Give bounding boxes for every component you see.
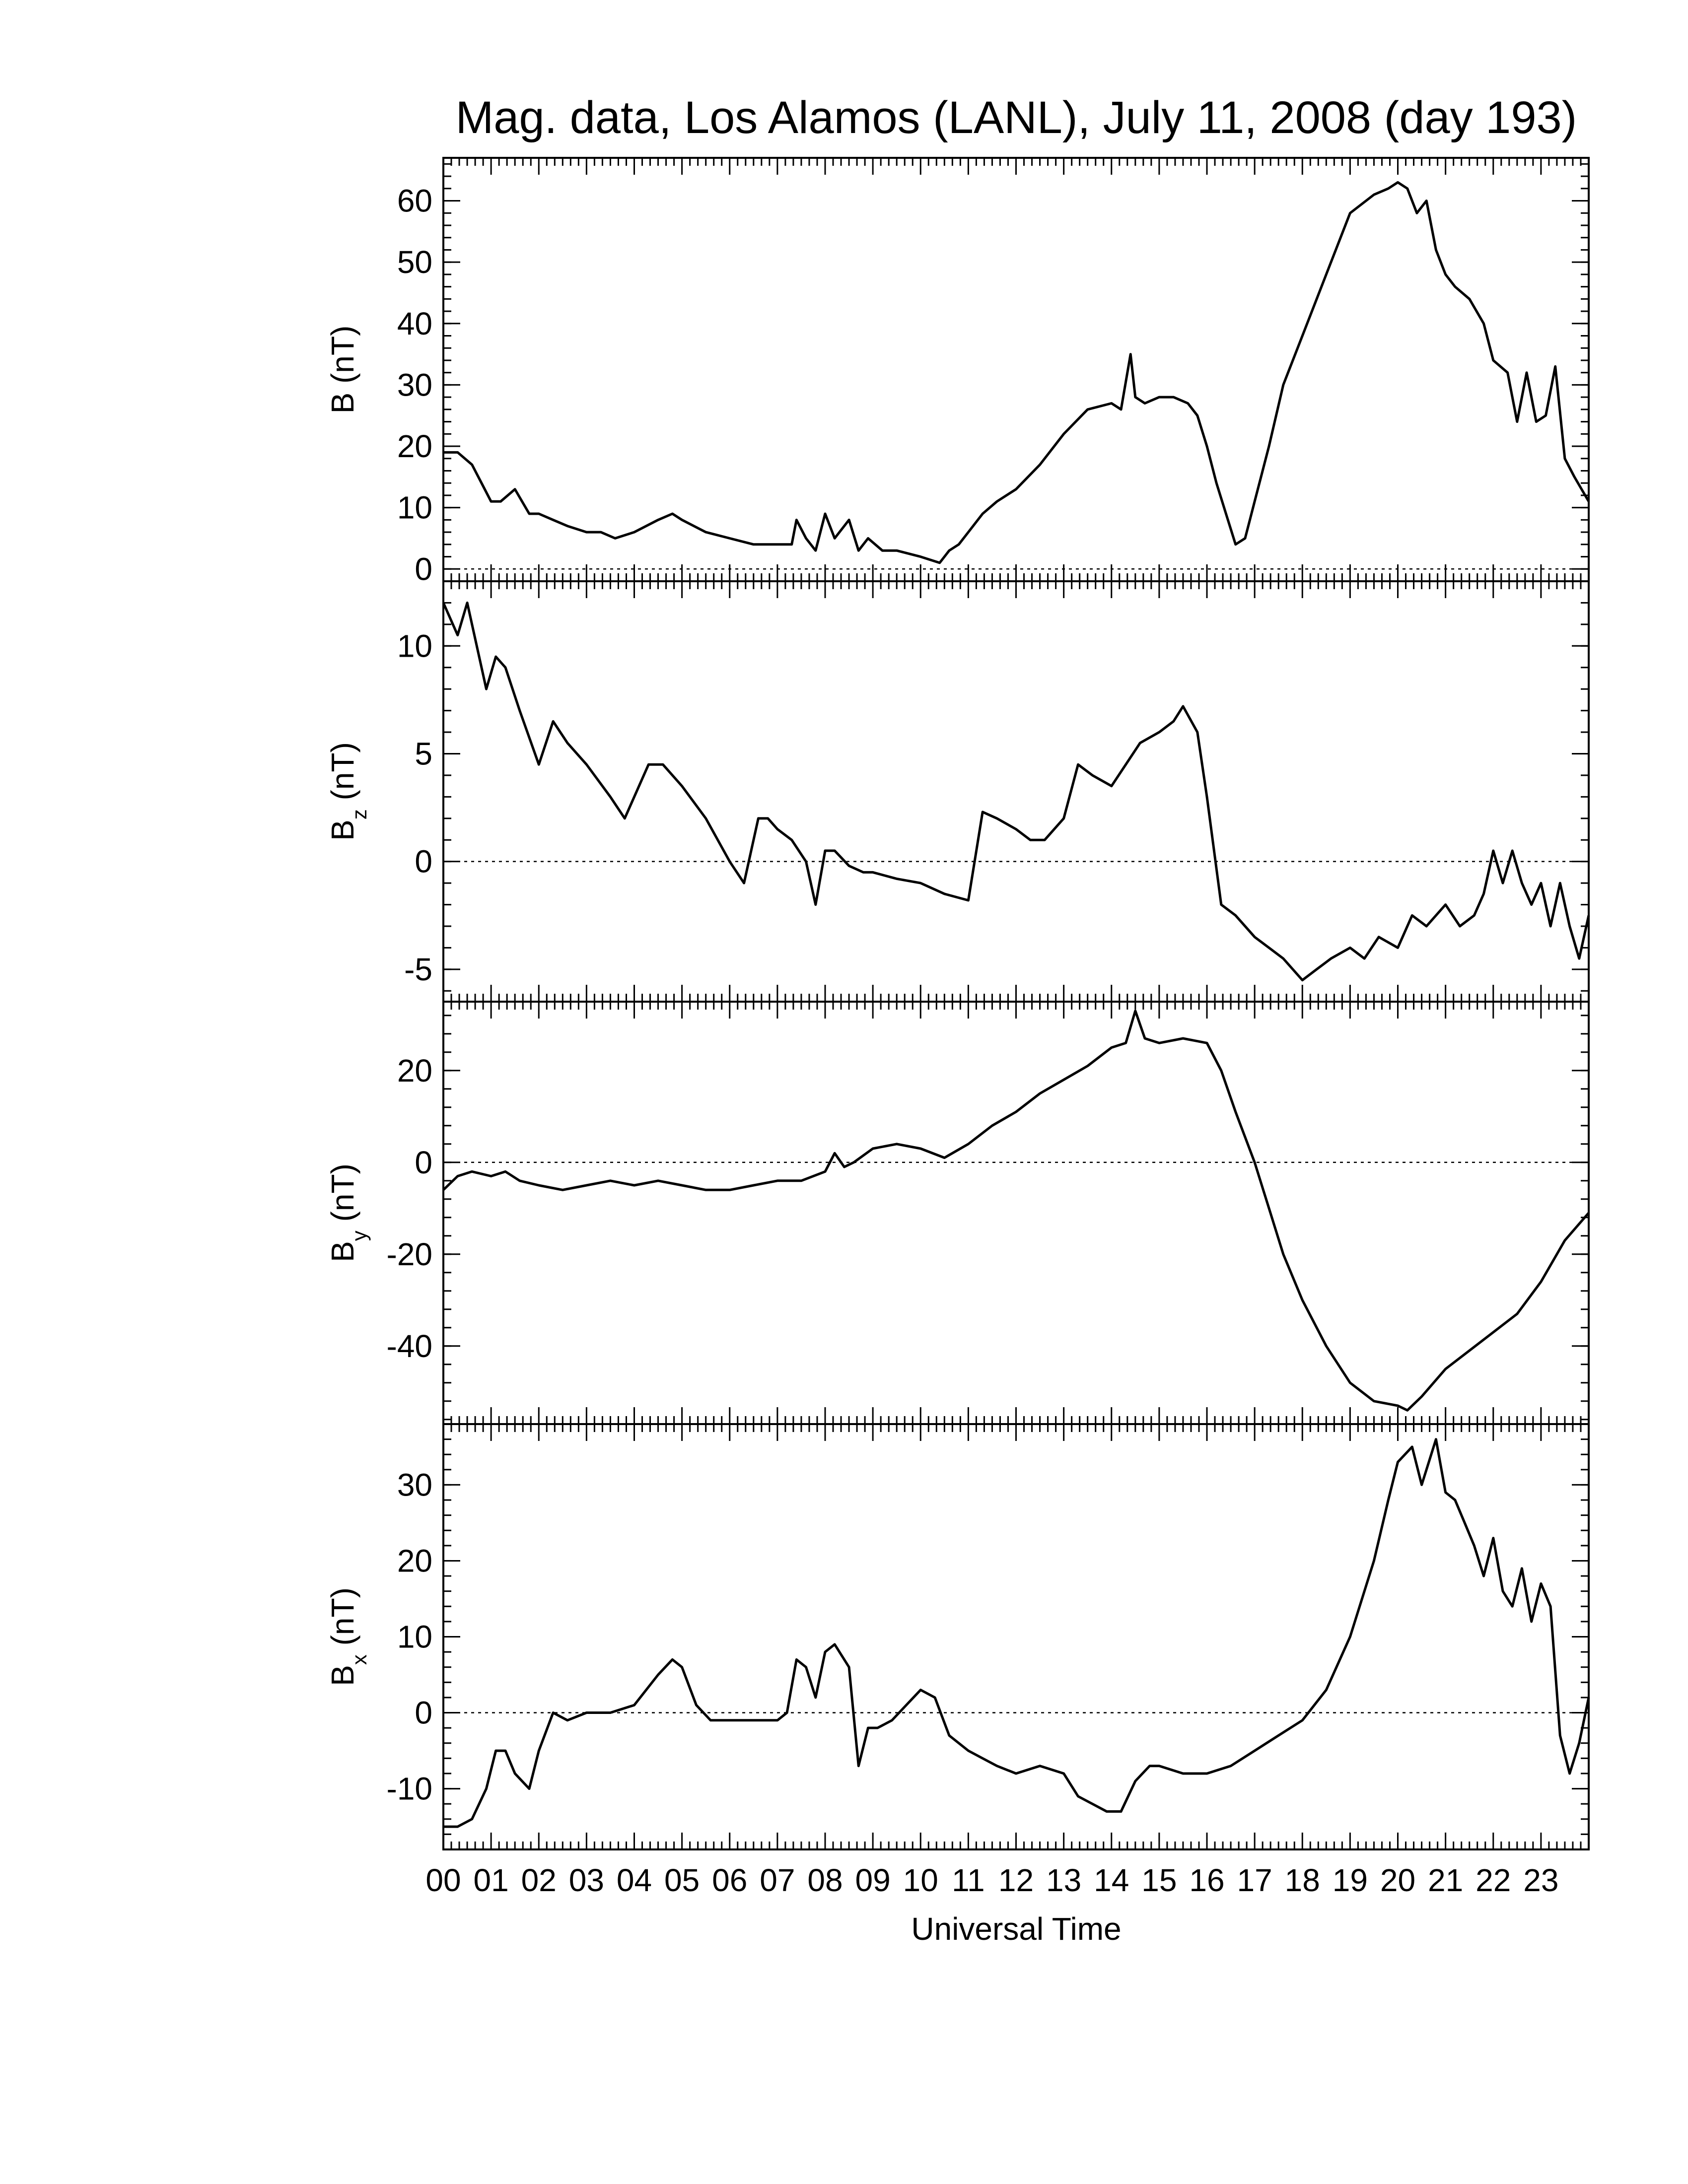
x-tick-label: 20	[1380, 1862, 1415, 1898]
y-tick-label: 0	[415, 1695, 432, 1731]
x-tick-label: 13	[1046, 1862, 1081, 1898]
x-axis-label: Universal Time	[911, 1911, 1121, 1947]
plot-frame	[442, 1001, 1590, 1425]
x-tick-label: 17	[1237, 1862, 1272, 1898]
y-tick-label: 40	[397, 306, 432, 341]
panel-Bz: -5 0 5 10 Bz (nT)	[325, 580, 1590, 1003]
y-axis-label-B: B (nT)	[325, 326, 360, 414]
y-tick-label: -5	[404, 952, 432, 987]
y-tick-label: 30	[397, 1467, 432, 1502]
x-tick-label: 09	[855, 1862, 891, 1898]
panels: 0 10 20 30 40 50 60 B (nT) -5 0 5 10 Bz (nT) -40 -20 0 2…	[325, 157, 1590, 1850]
panel-Bx: -10 0 10 20 30 Bx (nT)	[325, 1423, 1590, 1850]
y-axis-label-By: By (nT)	[325, 1163, 371, 1262]
series-line-Bz	[442, 601, 1590, 982]
x-tick-label: 11	[952, 1862, 985, 1898]
y-tick-label: 5	[415, 736, 432, 771]
y-tick-label: 10	[397, 628, 432, 664]
y-tick-label: 60	[397, 183, 432, 219]
y-tick-label: 10	[397, 490, 432, 526]
chart-title: Mag. data, Los Alamos (LANL), July 11, 2…	[456, 92, 1577, 143]
panel-By: -40 -20 0 20 By (nT)	[325, 1001, 1590, 1425]
series-line-By	[442, 1010, 1590, 1412]
y-tick-label: -40	[387, 1328, 433, 1364]
x-tick-label: 23	[1523, 1862, 1558, 1898]
y-tick-label: 20	[397, 1543, 432, 1578]
series-line-Bx	[443, 1438, 1590, 1828]
x-tick-label: 04	[617, 1862, 652, 1898]
x-tick-label: 16	[1189, 1862, 1224, 1898]
y-tick-label: 20	[397, 428, 432, 464]
y-axis-label-Bz: Bz (nT)	[325, 742, 371, 841]
y-tick-label: 0	[415, 1145, 432, 1180]
y-axis-label-Bx: Bx (nT)	[325, 1587, 371, 1686]
x-tick-label: 14	[1094, 1862, 1129, 1898]
y-tick-label: 20	[397, 1053, 432, 1089]
x-tick-label: 02	[521, 1862, 557, 1898]
y-tick-label: 10	[397, 1619, 432, 1655]
plot-frame	[442, 157, 1590, 582]
panel-B: 0 10 20 30 40 50 60 B (nT)	[325, 157, 1590, 587]
y-tick-label: -20	[387, 1236, 433, 1272]
x-tick-label: 19	[1333, 1862, 1368, 1898]
x-tick-labels: 00 01 02 03 04 05 06 07 08 09 10 11 12 13 14 15 16 17 18 19…	[425, 1862, 1558, 1898]
x-tick-label: 12	[998, 1862, 1034, 1898]
y-tick-label: -10	[387, 1771, 433, 1807]
x-tick-label: 15	[1141, 1862, 1177, 1898]
x-tick-label: 01	[474, 1862, 509, 1898]
x-tick-label: 03	[569, 1862, 604, 1898]
x-tick-label: 06	[712, 1862, 747, 1898]
plot-frame	[442, 1423, 1590, 1850]
y-tick-label: 50	[397, 244, 432, 280]
x-tick-label: 07	[760, 1862, 795, 1898]
x-tick-label: 22	[1476, 1862, 1511, 1898]
plot-frame	[442, 580, 1590, 1003]
x-tick-label: 00	[425, 1862, 461, 1898]
x-tick-label: 21	[1428, 1862, 1463, 1898]
y-tick-label: 0	[415, 551, 432, 587]
y-tick-label: 30	[397, 367, 432, 403]
x-tick-label: 08	[807, 1862, 843, 1898]
x-tick-label: 05	[664, 1862, 700, 1898]
x-tick-label: 10	[903, 1862, 938, 1898]
x-tick-label: 18	[1285, 1862, 1320, 1898]
series-line-B	[443, 181, 1590, 564]
y-tick-label: 0	[415, 844, 432, 880]
